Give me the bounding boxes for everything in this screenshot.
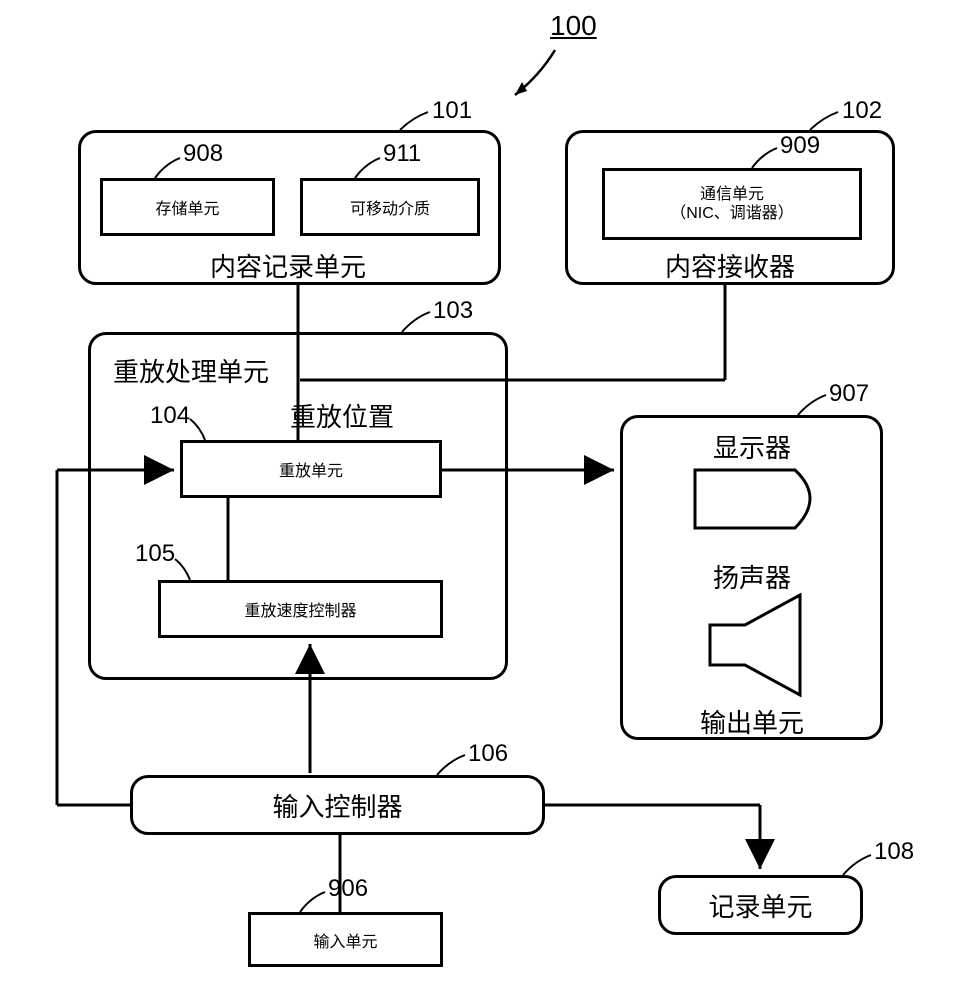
ref-909: 909 — [780, 132, 820, 160]
diagram-canvas: 100 101 内容记录单元 存储单元 908 可移动介质 911 102 内容… — [0, 0, 966, 1000]
ref-main: 100 — [550, 10, 597, 42]
ref-101: 101 — [432, 97, 472, 125]
label-record-unit: 记录单元 — [708, 887, 812, 924]
label-content-record-unit: 内容记录单元 — [210, 247, 366, 284]
ref-911: 911 — [383, 140, 421, 168]
label-content-receiver: 内容接收器 — [665, 247, 795, 284]
label-input-unit: 输入单元 — [313, 928, 377, 952]
label-output-display: 显示器 — [713, 428, 791, 465]
block-replay-unit: 重放单元 — [180, 440, 442, 498]
block-input-unit: 输入单元 — [248, 912, 443, 967]
ref-908: 908 — [183, 140, 223, 168]
label-replay-position: 重放位置 — [290, 397, 394, 434]
label-input-controller: 输入控制器 — [272, 787, 402, 824]
block-comm-unit: 通信单元 （NIC、调谐器） — [602, 168, 862, 240]
label-output-unit: 输出单元 — [700, 703, 804, 740]
block-record-unit: 记录单元 — [658, 875, 863, 935]
label-replay-unit: 重放单元 — [279, 457, 343, 481]
ref-907: 907 — [829, 380, 869, 408]
label-comm-unit-2: （NIC、调谐器） — [670, 204, 794, 223]
label-storage-unit: 存储单元 — [155, 195, 219, 219]
block-replay-speed-controller: 重放速度控制器 — [158, 580, 443, 638]
label-replay-speed-controller: 重放速度控制器 — [244, 597, 356, 621]
ref-103: 103 — [433, 297, 473, 325]
ref-906: 906 — [328, 875, 368, 903]
label-output-speaker: 扬声器 — [713, 558, 791, 595]
label-comm-unit-1: 通信单元 — [700, 185, 764, 204]
label-replay-processing-unit: 重放处理单元 — [113, 352, 269, 389]
ref-104: 104 — [150, 402, 190, 430]
label-removable-media: 可移动介质 — [350, 195, 430, 219]
block-storage-unit: 存储单元 — [100, 178, 275, 236]
ref-108: 108 — [874, 838, 914, 866]
ref-106: 106 — [468, 740, 508, 768]
ref-102: 102 — [842, 97, 882, 125]
block-removable-media: 可移动介质 — [300, 178, 480, 236]
block-input-controller: 输入控制器 — [130, 775, 545, 835]
ref-105: 105 — [135, 540, 175, 568]
